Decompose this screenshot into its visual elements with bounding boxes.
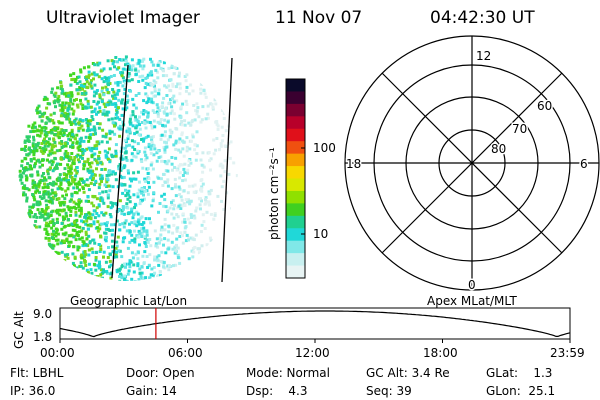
dsp-status: Dsp: 4.3	[246, 384, 308, 398]
mode-status: Mode: Normal	[246, 366, 330, 380]
altitude-curve	[59, 310, 571, 338]
color-tick-label-10: 10	[313, 227, 328, 241]
uv-earth-image	[18, 55, 238, 281]
glat-status: GLat: 1.3	[486, 366, 553, 380]
time-tick-0000: 00:00	[40, 346, 75, 360]
color-tick-label-100: 100	[313, 141, 336, 155]
door-status: Door: Open	[126, 366, 195, 380]
time-tick-1200: 12:00	[295, 346, 330, 360]
color-bar-unit-label: photon cm⁻²s⁻¹	[267, 147, 281, 240]
gc-alt-status: GC Alt: 3.4 Re	[366, 366, 450, 380]
time-tick-1800: 18:00	[423, 346, 458, 360]
gc-alt-axis-label: GC Alt	[12, 311, 26, 349]
alt-tick-9: 9.0	[33, 307, 52, 321]
ip-status: IP: 36.0	[10, 384, 56, 398]
mlt-label-0: 0	[468, 278, 476, 292]
seq-status: Seq: 39	[366, 384, 412, 398]
time-tick-2359: 23:59	[550, 346, 585, 360]
terminator-line	[111, 64, 129, 279]
mlt-label-12: 12	[476, 49, 491, 63]
gain-status: Gain: 14	[126, 384, 177, 398]
timeline-ticks	[59, 339, 571, 343]
color-scale-bar	[286, 79, 305, 279]
mlat-mlt-polar-grid	[344, 35, 600, 291]
alt-tick-1-8: 1.8	[33, 330, 52, 344]
geographic-title: Geographic Lat/Lon	[70, 294, 187, 308]
instrument-title: Ultraviolet Imager	[46, 8, 200, 28]
mlat-label-60: 60	[537, 99, 552, 113]
limb-line	[221, 57, 233, 283]
time-tick-0600: 06:00	[168, 346, 203, 360]
glon-status: GLon: 25.1	[486, 384, 556, 398]
date-label: 11 Nov 07	[275, 8, 363, 28]
mlat-label-80: 80	[491, 142, 506, 156]
mlt-label-6: 6	[580, 157, 588, 171]
color-bar-frame	[285, 78, 306, 279]
mlat-label-70: 70	[512, 122, 527, 136]
filter-status: Flt: LBHL	[10, 366, 64, 380]
time-label: 04:42:30 UT	[430, 8, 535, 28]
apex-title: Apex MLat/MLT	[427, 294, 517, 308]
mlt-label-18: 18	[346, 157, 361, 171]
